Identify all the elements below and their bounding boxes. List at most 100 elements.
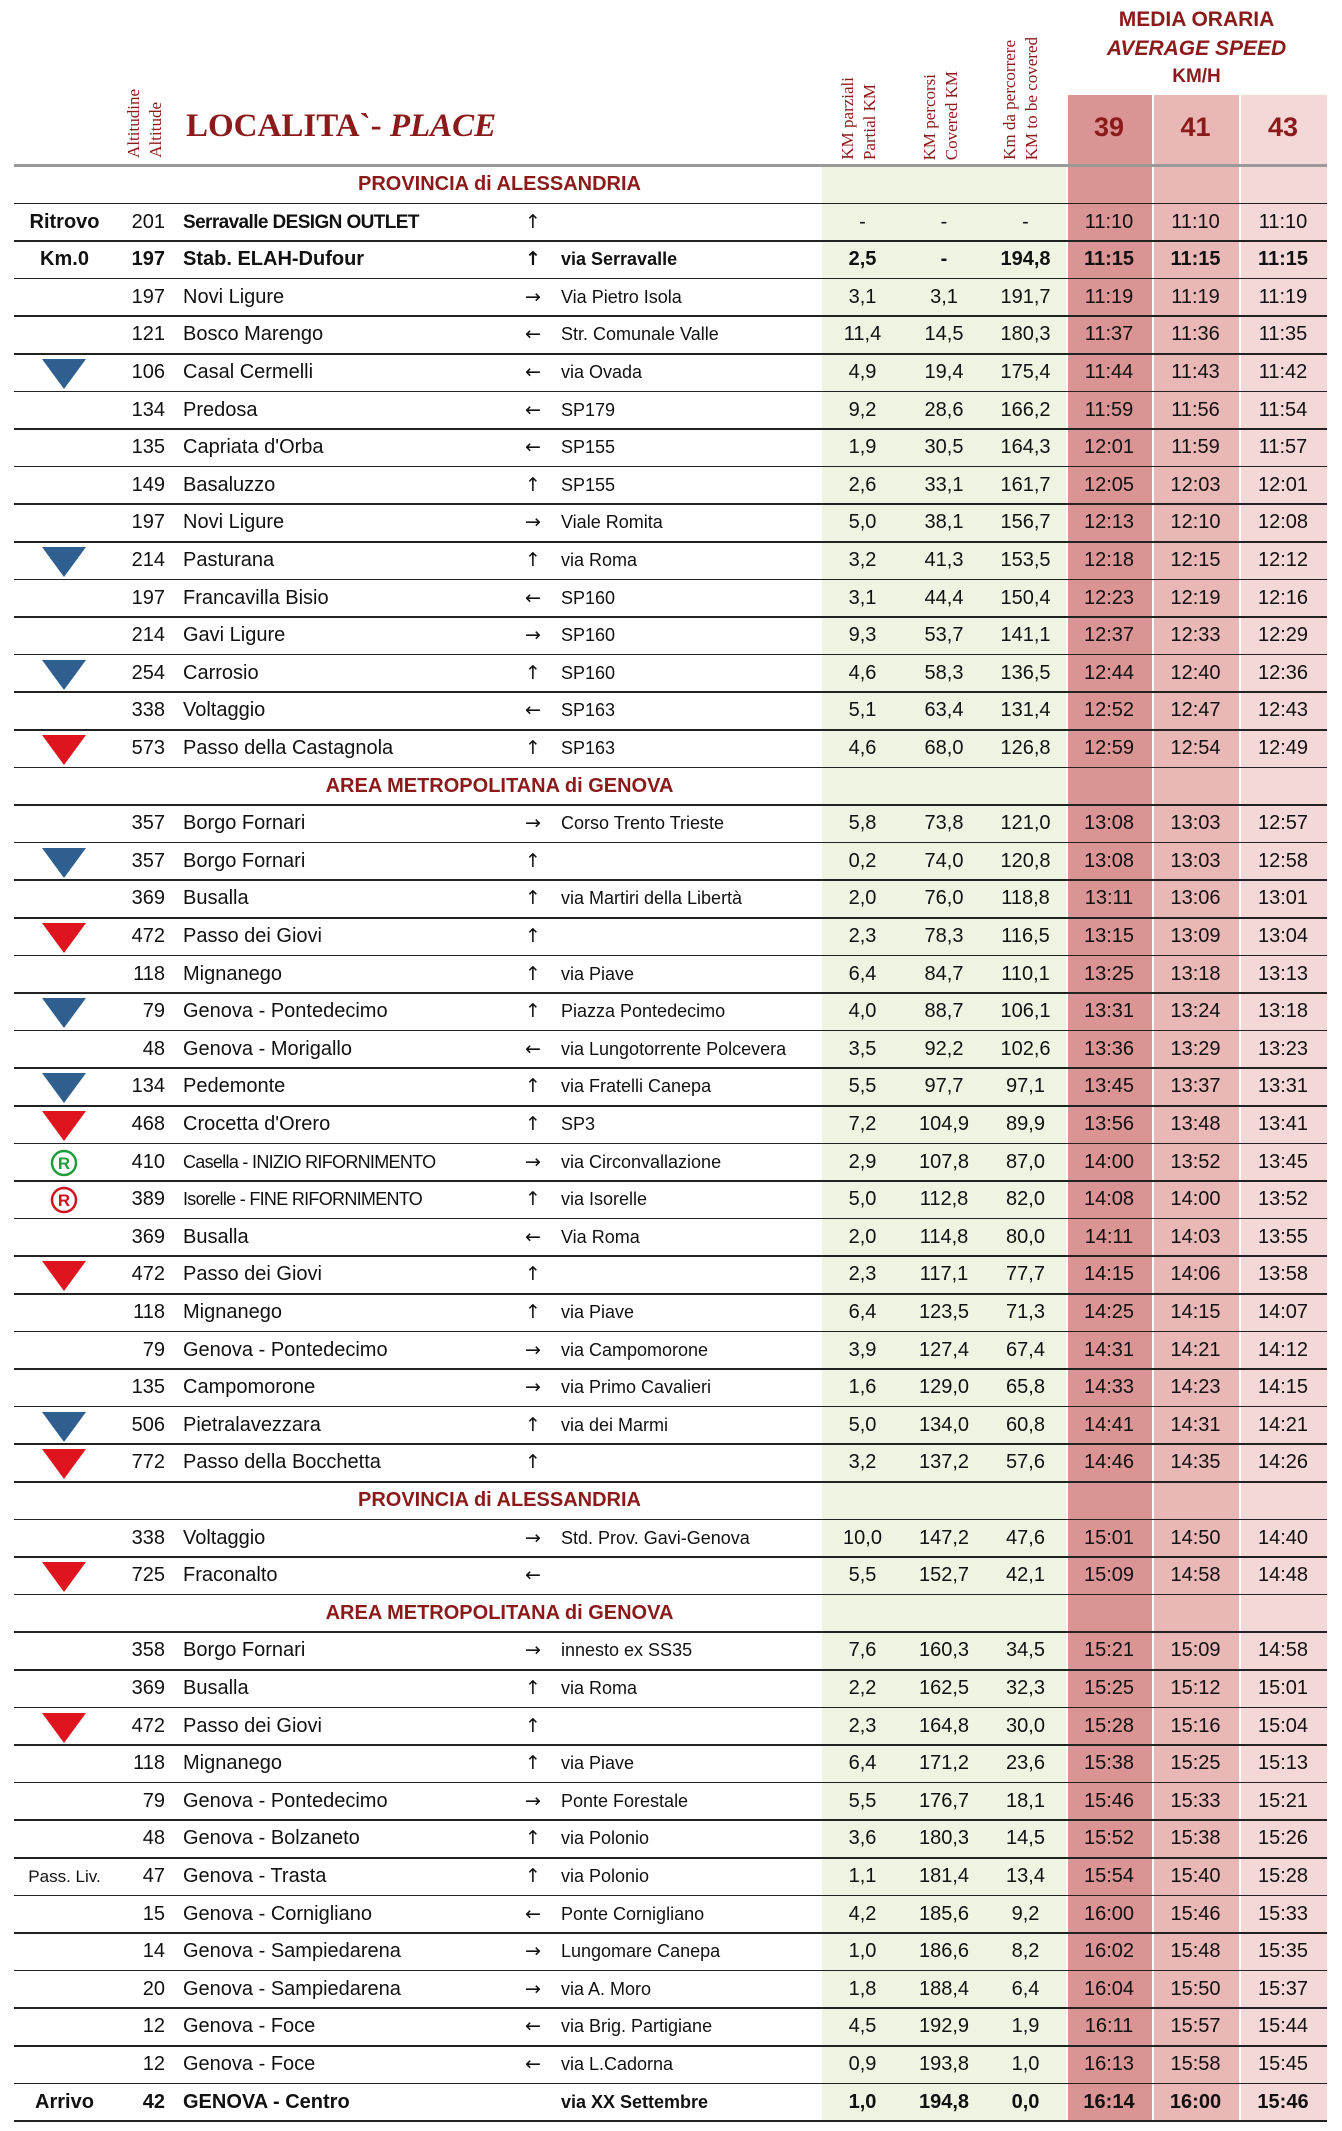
marker-icon <box>42 1073 86 1104</box>
remaining-cell: 42,1 <box>1006 1564 1045 1587</box>
place-cell: Novi Ligure <box>183 285 285 308</box>
row-rule <box>14 1255 1327 1257</box>
time-cell: 15:26 <box>1257 1827 1309 1850</box>
covered-cell: 123,5 <box>918 1301 970 1323</box>
time-cell: 14:15 <box>1170 1301 1221 1323</box>
time-cell: 14:58 <box>1257 1639 1309 1662</box>
road-cell: via Primo Cavalieri <box>561 1377 712 1398</box>
marker <box>40 544 88 578</box>
row-rule <box>14 277 1327 280</box>
time-cell: 16:00 <box>1083 1902 1135 1925</box>
place-cell: Crocetta d'Orero <box>183 1113 331 1135</box>
place-cell: Genova - Bolzaneto <box>183 1827 360 1850</box>
remaining-cell: 77,7 <box>1006 1263 1045 1286</box>
partial-cell: 9,3 <box>848 624 877 647</box>
covered-cell: 134,0 <box>918 1413 970 1436</box>
remaining-cell: 156,7 <box>1000 511 1051 534</box>
dir-cell: ↑ <box>525 1827 541 1850</box>
time-cell: 14:40 <box>1257 1526 1309 1549</box>
remaining-header: KM to be covered <box>1022 36 1041 160</box>
time-cell: 12:44 <box>1083 661 1135 684</box>
time-cell: 13:24 <box>1170 1000 1221 1023</box>
partial-cell: 5,5 <box>848 1789 877 1812</box>
alt-cell: 79 <box>142 1789 165 1812</box>
time-cell: 15:38 <box>1170 1827 1221 1850</box>
time-cell: 14:00 <box>1170 1188 1221 1211</box>
time-cell: 14:41 <box>1083 1413 1135 1436</box>
time-cell: 14:46 <box>1083 1451 1135 1474</box>
covered-cell: 53,7 <box>924 624 964 647</box>
marker-icon <box>42 847 86 878</box>
remaining-cell: 1,0 <box>1011 2053 1040 2075</box>
partial-cell: 3,1 <box>848 285 877 308</box>
remaining-cell: 30,0 <box>1006 1714 1045 1737</box>
partial-cell: 7,6 <box>848 1639 877 1662</box>
alt-cell: 14 <box>142 1940 165 1963</box>
time-cell: 16:02 <box>1083 1940 1135 1963</box>
remaining-cell: 166,2 <box>1000 398 1051 421</box>
partial-cell: 2,5 <box>848 248 877 271</box>
place-label: PLACE <box>389 108 497 144</box>
time-cell: 12:23 <box>1083 586 1135 609</box>
time-cell: 13:52 <box>1257 1188 1309 1211</box>
dir-cell: → <box>525 285 541 308</box>
time-cell: 14:48 <box>1257 1564 1309 1587</box>
altitude-header: Altitudine <box>124 89 143 158</box>
time-cell: 13:18 <box>1170 962 1221 985</box>
partial-cell: 2,3 <box>848 925 877 947</box>
dir-cell: ↑ <box>525 1263 541 1286</box>
time-cell: 11:59 <box>1171 436 1220 459</box>
partial-cell: 4,6 <box>848 737 877 759</box>
remaining-cell: 126,8 <box>1000 737 1051 759</box>
road-cell: Lungomare Canepa <box>561 1941 721 1962</box>
partial-cell: 1,6 <box>848 1376 877 1399</box>
time-cell: 14:35 <box>1170 1451 1221 1474</box>
marker <box>40 1070 88 1104</box>
circle <box>50 1149 78 1176</box>
time-cell: 13:48 <box>1170 1113 1221 1135</box>
triangle <box>42 1111 86 1141</box>
road-cell: Via Pietro Isola <box>561 286 682 307</box>
speed-subtitle: AVERAGE SPEED <box>1106 37 1287 60</box>
row-rule <box>14 1593 1327 1596</box>
remaining-cell: 121,0 <box>1000 812 1051 835</box>
covered-cell: 63,4 <box>924 699 964 722</box>
dir-cell: → <box>525 1977 541 2000</box>
partial-cell: 2,6 <box>848 473 877 496</box>
covered-cell: 38,1 <box>924 511 964 534</box>
place-cell: Genova - Trasta <box>183 1865 327 1887</box>
partial-cell: 1,1 <box>848 1865 877 1887</box>
road-cell: via Roma <box>561 1678 638 1698</box>
time-cell: 15:21 <box>1083 1639 1135 1662</box>
dir-cell: ↑ <box>525 1865 541 1887</box>
time-cell: 14:31 <box>1083 1338 1135 1361</box>
triangle <box>42 547 86 577</box>
partial-cell: 4,0 <box>848 1000 877 1023</box>
alt-cell: 357 <box>131 812 165 835</box>
time-cell: 14:58 <box>1170 1564 1221 1587</box>
time-cell: 15:57 <box>1170 2015 1221 2038</box>
alt-cell: 338 <box>131 1526 165 1549</box>
triangle <box>42 1411 86 1442</box>
time-cell: 14:21 <box>1170 1338 1221 1361</box>
time-cell: 15:46 <box>1083 1789 1135 1812</box>
covered-cell: 33,1 <box>924 473 964 496</box>
row-rule <box>14 879 1327 881</box>
time-cell: 15:33 <box>1170 1789 1221 1812</box>
remaining-cell: 34,5 <box>1006 1639 1045 1662</box>
time-cell: 15:44 <box>1257 2015 1309 2038</box>
covered-cell: 107,8 <box>918 1150 970 1173</box>
remaining-cell: 65,8 <box>1006 1376 1045 1399</box>
place-cell: Passo dei Giovi <box>183 1714 322 1737</box>
road-cell: via Fratelli Canepa <box>561 1076 712 1097</box>
dir-cell: ← <box>525 586 541 609</box>
road-cell: Ponte Cornigliano <box>561 1903 705 1924</box>
place-cell: Pietralavezzara <box>183 1413 321 1436</box>
time-cell: 14:11 <box>1084 1225 1134 1248</box>
road-cell: via Circonvallazione <box>561 1151 722 1172</box>
alt-cell: 472 <box>131 925 165 947</box>
dir-cell: ← <box>525 1037 541 1060</box>
time-cell: 15:25 <box>1083 1677 1135 1699</box>
section-title: AREA METROPOLITANA di GENOVA <box>325 774 674 797</box>
road-cell: SP179 <box>561 399 616 420</box>
